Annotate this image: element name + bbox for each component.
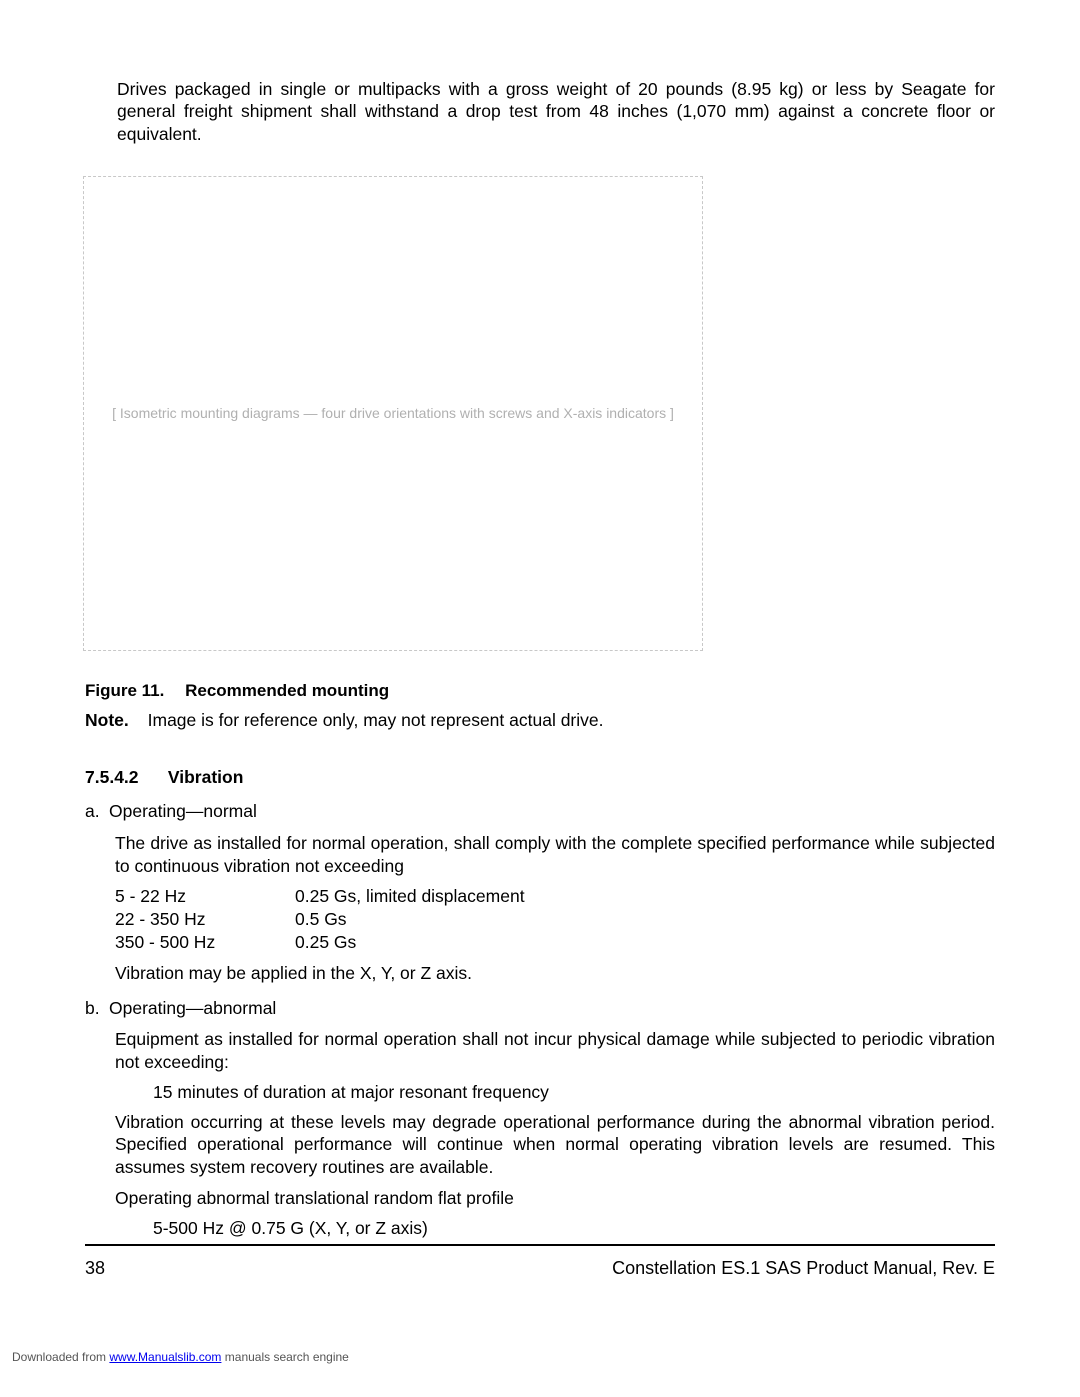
item-a-body: The drive as installed for normal operat… (115, 832, 995, 878)
doc-title: Constellation ES.1 SAS Product Manual, R… (612, 1258, 995, 1279)
figure-diagram: [ Isometric mounting diagrams — four dri… (73, 165, 713, 661)
item-b-body3: Operating abnormal translational random … (115, 1187, 995, 1210)
section-heading: 7.5.4.2 Vibration (85, 767, 995, 788)
item-a-enum: a. (85, 800, 109, 824)
spec-freq: 350 - 500 Hz (115, 931, 295, 954)
page-number: 38 (85, 1258, 105, 1279)
dl-prefix: Downloaded from (12, 1350, 109, 1364)
figure-title: Recommended mounting (185, 681, 389, 700)
spec-freq: 22 - 350 Hz (115, 908, 295, 931)
spec-val: 0.5 Gs (295, 908, 347, 931)
table-row: 350 - 500 Hz 0.25 Gs (115, 931, 995, 954)
item-b-indent2: 5-500 Hz @ 0.75 G (X, Y, or Z axis) (153, 1218, 995, 1239)
footer-rule (85, 1244, 995, 1246)
table-row: 5 - 22 Hz 0.25 Gs, limited displacement (115, 885, 995, 908)
item-a-label: Operating—normal (109, 801, 257, 821)
item-b-label: Operating—abnormal (109, 998, 276, 1018)
page-content: Drives packaged in single or multipacks … (85, 78, 995, 1239)
item-b-body2: Vibration occurring at these levels may … (115, 1111, 995, 1179)
download-line: Downloaded from www.Manualslib.com manua… (12, 1350, 349, 1364)
vibration-spec-table: 5 - 22 Hz 0.25 Gs, limited displacement … (115, 885, 995, 954)
dl-suffix: manuals search engine (221, 1350, 348, 1364)
figure-caption: Figure 11. Recommended mounting (85, 681, 995, 701)
item-b-enum: b. (85, 997, 109, 1021)
figure-number: Figure 11. (85, 681, 164, 700)
item-b-indent: 15 minutes of duration at major resonant… (153, 1082, 995, 1103)
item-a-label-line: a.Operating—normal (85, 800, 995, 824)
item-b-body1: Equipment as installed for normal operat… (115, 1028, 995, 1074)
section-title: Vibration (168, 767, 244, 787)
note-label: Note. (85, 710, 129, 730)
spec-val: 0.25 Gs, limited displacement (295, 885, 525, 908)
note-line: Note. Image is for reference only, may n… (85, 710, 995, 731)
spec-freq: 5 - 22 Hz (115, 885, 295, 908)
section-number: 7.5.4.2 (85, 767, 163, 788)
item-a-after: Vibration may be applied in the X, Y, or… (115, 963, 995, 984)
spec-val: 0.25 Gs (295, 931, 356, 954)
diagram-alt-text: [ Isometric mounting diagrams — four dri… (112, 405, 674, 421)
note-text: Image is for reference only, may not rep… (148, 710, 604, 730)
manualslib-link[interactable]: www.Manualslib.com (109, 1350, 221, 1364)
diagram-placeholder: [ Isometric mounting diagrams — four dri… (83, 176, 703, 651)
list-item-a: a.Operating—normal The drive as installe… (85, 800, 995, 983)
intro-paragraph: Drives packaged in single or multipacks … (117, 78, 995, 145)
list-item-b: b.Operating—abnormal Equipment as instal… (85, 997, 995, 1239)
page-footer: 38 Constellation ES.1 SAS Product Manual… (85, 1258, 995, 1279)
item-b-label-line: b.Operating—abnormal (85, 997, 995, 1021)
table-row: 22 - 350 Hz 0.5 Gs (115, 908, 995, 931)
